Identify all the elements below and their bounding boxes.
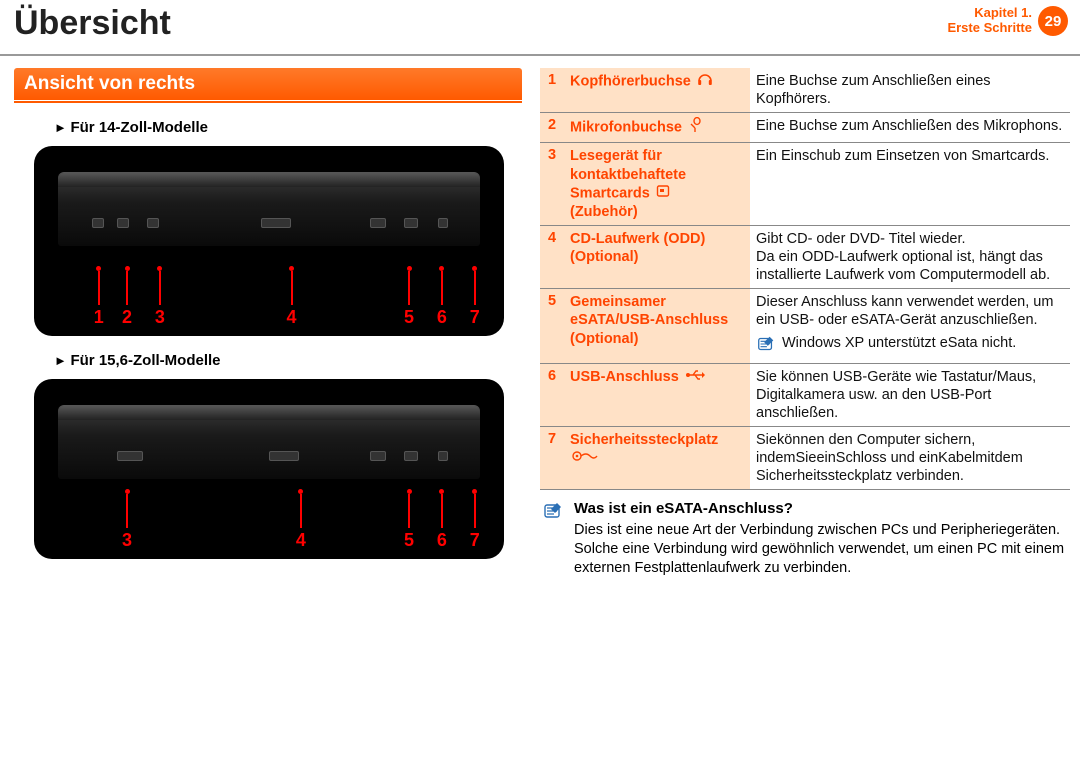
chapter-line1: Kapitel 1. (947, 6, 1032, 21)
smartcard-icon (656, 184, 670, 203)
port-note: Windows XP unterstützt eSata nicht. (782, 334, 1016, 352)
note-icon (756, 334, 776, 359)
port-number: 5 (540, 289, 564, 363)
mic-icon (688, 117, 702, 138)
callout-3: 3 (155, 266, 165, 328)
port-label: Sicherheitssteckplatz (564, 427, 750, 490)
subheading-15: Für 15,6-Zoll-Modelle (54, 352, 522, 369)
port-table: 1Kopfhörerbuchse Eine Buchse zum Anschli… (540, 68, 1070, 490)
usb-icon (685, 368, 705, 386)
port-number: 7 (540, 427, 564, 490)
callout-3: 3 (122, 489, 132, 551)
callout-6: 6 (437, 266, 447, 328)
diagram-15-inch: 3 4 567 (34, 379, 504, 559)
port-description: Ein Einschub zum Einsetzen von Smartcard… (750, 143, 1070, 226)
port-description: Gibt CD- oder DVD- Titel wieder.Da ein O… (750, 225, 1070, 288)
port-description: Siekönnen den Computer sichern, indemSie… (750, 427, 1070, 490)
chapter-line2: Erste Schritte (947, 21, 1032, 36)
port-label: USB-Anschluss (564, 363, 750, 426)
port-number: 2 (540, 113, 564, 143)
port-label: Lesegerät für kontaktbehaftete Smartcard… (564, 143, 750, 226)
port-row-6: 6USB-Anschluss Sie können USB-Geräte wie… (540, 363, 1070, 426)
port-description: Dieser Anschluss kann verwendet werden, … (750, 289, 1070, 363)
port-number: 4 (540, 225, 564, 288)
chapter-block: Kapitel 1. Erste Schritte 29 (947, 6, 1068, 36)
info-text: Dies ist eine neue Art der Verbindung zw… (574, 521, 1066, 578)
port-row-1: 1Kopfhörerbuchse Eine Buchse zum Anschli… (540, 68, 1070, 113)
callout-5: 5 (404, 489, 414, 551)
diagram-14-inch: 123 4 567 (34, 146, 504, 336)
headphone-icon (697, 72, 713, 91)
page-header: Übersicht Kapitel 1. Erste Schritte 29 (0, 0, 1080, 56)
callout-4: 4 (296, 489, 306, 551)
callout-7: 7 (470, 489, 480, 551)
section-divider (14, 101, 522, 103)
port-description: Eine Buchse zum Anschließen des Mikropho… (750, 113, 1070, 143)
callout-7: 7 (470, 266, 480, 328)
port-row-5: 5Gemeinsamer eSATA/USB-Anschluss(Optiona… (540, 289, 1070, 363)
port-description: Eine Buchse zum Anschließen eines Kopfhö… (750, 68, 1070, 113)
port-row-4: 4CD-Laufwerk (ODD)(Optional)Gibt CD- ode… (540, 225, 1070, 288)
port-row-7: 7SicherheitssteckplatzSiekönnen den Comp… (540, 427, 1070, 490)
callout-4: 4 (287, 266, 297, 328)
info-title: Was ist ein eSATA-Anschluss? (574, 500, 1066, 517)
callout-1: 1 (94, 266, 104, 328)
subheading-14: Für 14-Zoll-Modelle (54, 119, 522, 136)
note-pin-icon (542, 500, 564, 527)
info-block: Was ist ein eSATA-Anschluss? Dies ist ei… (540, 500, 1070, 578)
port-row-3: 3Lesegerät für kontaktbehaftete Smartcar… (540, 143, 1070, 226)
port-label: Kopfhörerbuchse (564, 68, 750, 113)
left-column: Ansicht von rechts Für 14-Zoll-Modelle 1… (14, 68, 522, 578)
callout-2: 2 (122, 266, 132, 328)
port-number: 3 (540, 143, 564, 226)
port-row-2: 2Mikrofonbuchse Eine Buchse zum Anschlie… (540, 113, 1070, 143)
port-label: Gemeinsamer eSATA/USB-Anschluss(Optional… (564, 289, 750, 363)
laptop-side-15 (58, 405, 480, 479)
port-number: 6 (540, 363, 564, 426)
page-number-badge: 29 (1038, 6, 1068, 36)
lock-icon (572, 449, 598, 467)
page-title: Übersicht (14, 4, 171, 43)
right-column: 1Kopfhörerbuchse Eine Buchse zum Anschli… (540, 68, 1070, 578)
callout-6: 6 (437, 489, 447, 551)
port-number: 1 (540, 68, 564, 113)
callout-5: 5 (404, 266, 414, 328)
port-description: Sie können USB-Geräte wie Tastatur/Maus,… (750, 363, 1070, 426)
laptop-side-14 (58, 172, 480, 246)
port-label: Mikrofonbuchse (564, 113, 750, 143)
port-label: CD-Laufwerk (ODD)(Optional) (564, 225, 750, 288)
section-heading: Ansicht von rechts (14, 68, 522, 100)
